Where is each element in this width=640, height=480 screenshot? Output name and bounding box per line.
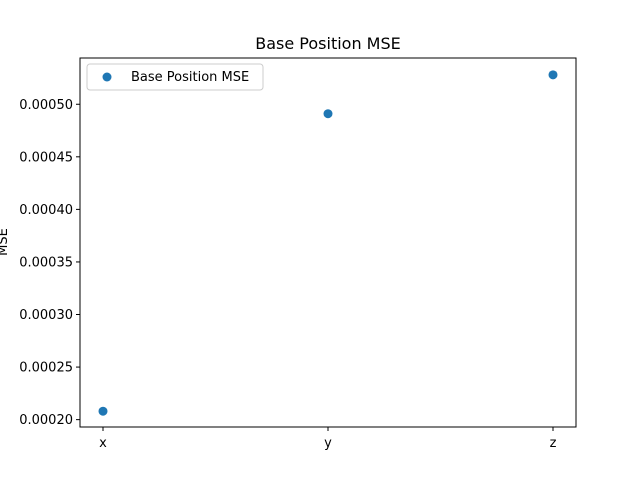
legend: Base Position MSE bbox=[86, 63, 264, 91]
x-tick-label: z bbox=[550, 436, 557, 451]
y-axis-label: MSE bbox=[0, 228, 11, 256]
y-tick-label: 0.00030 bbox=[19, 308, 73, 323]
legend-marker bbox=[102, 72, 112, 82]
data-point-z bbox=[548, 70, 558, 80]
y-tick-label: 0.00020 bbox=[19, 413, 73, 428]
y-tick-label: 0.00035 bbox=[19, 255, 73, 270]
y-tick-label: 0.00045 bbox=[19, 150, 73, 165]
data-point-y bbox=[323, 109, 333, 119]
x-tick-label: y bbox=[324, 436, 332, 451]
y-tick-label: 0.00040 bbox=[19, 203, 73, 218]
legend-label: Base Position MSE bbox=[131, 70, 249, 85]
chart-title: Base Position MSE bbox=[255, 34, 401, 53]
data-points bbox=[98, 70, 558, 416]
axis-ticks: 0.00020 0.00025 0.00030 0.00035 0.00040 0.000… bbox=[19, 98, 556, 451]
data-point-x bbox=[98, 406, 108, 416]
legend-box bbox=[86, 63, 264, 91]
y-axis-label-group: MSE bbox=[0, 228, 11, 256]
y-tick-label: 0.00050 bbox=[19, 98, 73, 113]
y-tick-label: 0.00025 bbox=[19, 361, 73, 376]
plot-frame bbox=[79, 57, 577, 428]
x-tick-label: x bbox=[99, 436, 107, 451]
